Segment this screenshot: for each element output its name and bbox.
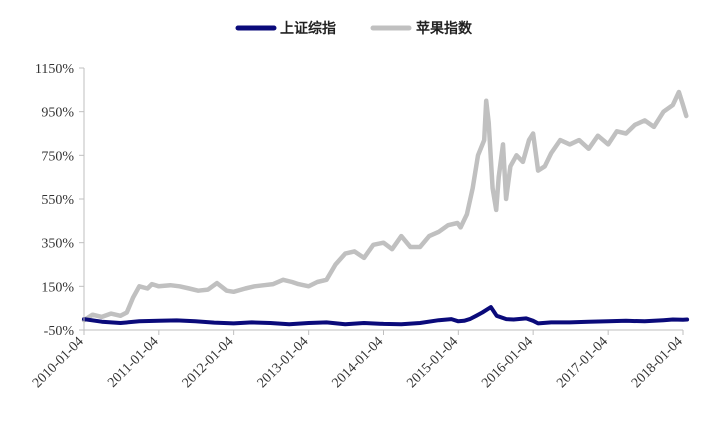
x-tick-label: 2011-01-04 [105,334,161,390]
x-tick-label: 2018-01-04 [629,334,686,391]
series-line-shanghai-composite [82,305,690,327]
x-tick-label: 2014-01-04 [330,334,387,391]
series-line-apple-index [81,89,689,323]
axes-layer [83,68,683,331]
y-tick-label: -50% [44,324,75,339]
chart-legend: 上证综指 苹果指数 [235,20,473,37]
y-tick-label: 950% [41,106,74,121]
series-layer [81,89,690,327]
x-tick-label: 2010-01-04 [30,334,87,391]
x-tick-label: 2015-01-04 [404,334,461,391]
y-axis-ticks: -50% 150% 350% 550% 750% 950% 1150% [35,62,84,339]
y-tick-label: 550% [41,193,74,208]
x-tick-label: 2017-01-04 [554,334,611,391]
y-tick-label: 1150% [35,62,74,77]
x-tick-label: 2012-01-04 [180,334,237,391]
x-axis-ticks: 2010-01-04 2011-01-04 2012-01-04 2013-01-04… [30,330,686,391]
legend-label-shanghai-composite: 上证综指 [280,20,336,37]
x-tick-label: 2013-01-04 [255,334,312,391]
x-tick-label: 2016-01-04 [479,334,536,391]
y-tick-label: 750% [41,149,74,164]
y-tick-label: 150% [41,280,74,295]
y-tick-label: 350% [41,237,74,252]
legend-label-apple-index: 苹果指数 [416,20,473,37]
